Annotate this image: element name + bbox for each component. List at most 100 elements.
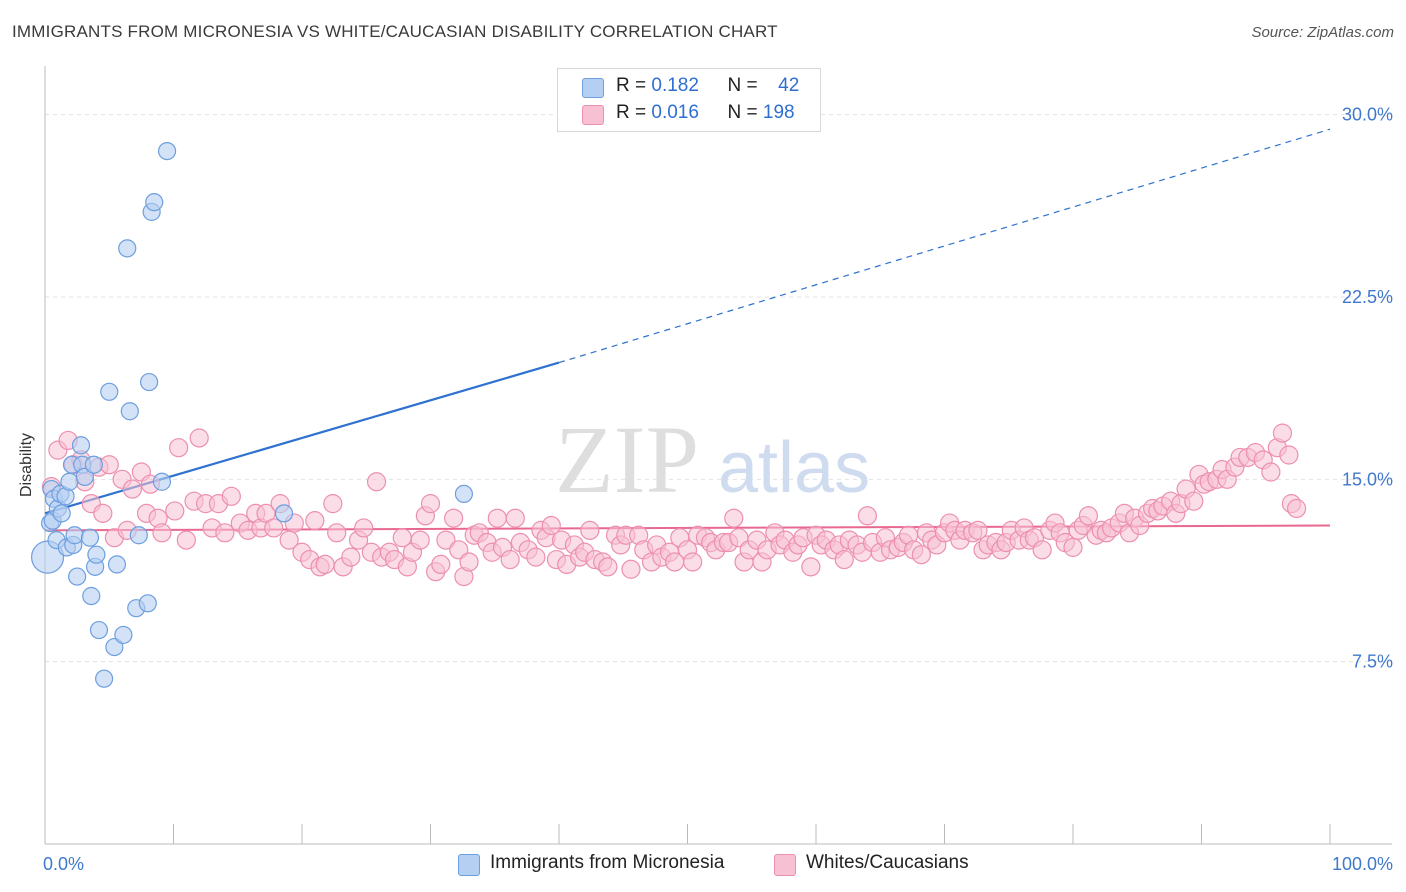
watermark-zip: ZIP	[555, 406, 699, 513]
micronesia-point	[75, 467, 94, 486]
chart-title: IMMIGRANTS FROM MICRONESIA VS WHITE/CAUC…	[12, 22, 778, 41]
y-tick-label: 7.5%	[1352, 652, 1393, 672]
axes	[44, 66, 1392, 845]
whites-point	[165, 501, 185, 521]
micronesia-point	[139, 372, 159, 392]
micronesia-point	[454, 484, 474, 503]
micronesia-point	[87, 545, 106, 564]
whites-point	[541, 515, 561, 536]
whites-point	[580, 520, 600, 540]
micronesia-point	[274, 504, 294, 523]
legend-n-value: 42	[778, 75, 800, 96]
whites-point	[621, 559, 641, 579]
series-label-whites: Whites/Caucasians	[806, 852, 969, 873]
whites-point	[152, 523, 172, 543]
micronesia-point	[95, 669, 114, 688]
whites-point	[93, 503, 113, 523]
whites-point	[526, 547, 546, 567]
series-swatch-pink	[774, 854, 796, 876]
watermark: ZIP atlas	[555, 406, 870, 513]
whites-point	[189, 428, 209, 448]
y-tick-label: 30.0%	[1342, 105, 1393, 125]
whites-point	[436, 530, 456, 550]
micronesia-point	[65, 526, 84, 545]
whites-point	[327, 523, 347, 543]
legend-swatch-blue	[582, 78, 604, 98]
whites-point	[420, 494, 441, 514]
whites-point	[1261, 462, 1281, 482]
whites-point	[487, 508, 507, 528]
whites-point	[410, 530, 430, 550]
whites-point	[99, 455, 119, 475]
whites-point	[354, 518, 374, 538]
whites-point	[1184, 491, 1204, 511]
y-tick-label: 22.5%	[1342, 287, 1393, 307]
whites-point	[598, 557, 618, 577]
micronesia-point	[60, 472, 79, 491]
whites-point	[857, 506, 878, 526]
tick-labels: 7.5% 15.0% 22.5% 30.0% 0.0% 100.0%	[43, 105, 1393, 874]
whites-point	[1032, 540, 1052, 560]
whites-point	[1078, 506, 1099, 526]
whites-point	[169, 438, 189, 458]
micronesia-point	[157, 141, 177, 161]
legend-r-value: 0.182	[651, 75, 699, 96]
watermark-atlas: atlas	[718, 428, 870, 508]
micronesia-point	[152, 472, 172, 491]
whites-point	[834, 549, 854, 570]
whites-point	[215, 523, 235, 543]
micronesia-point	[107, 555, 127, 574]
whites-point	[724, 508, 744, 528]
series-label-micronesia: Immigrants from Micronesia	[490, 852, 725, 873]
micronesia-point	[52, 504, 71, 523]
legend-n-label: N =	[727, 102, 758, 123]
whites-point	[459, 552, 479, 572]
micronesia-point	[68, 567, 87, 586]
whites-point	[315, 554, 335, 575]
whites-point	[176, 530, 196, 550]
micronesia-points	[30, 141, 474, 688]
correlation-legend: R = 0.182 N = 42 R = 0.016 N = 198	[557, 68, 821, 132]
micronesia-point	[129, 526, 148, 545]
whites-point	[122, 479, 142, 499]
whites-point	[683, 552, 703, 572]
whites-point	[505, 508, 525, 528]
trend-line-micronesia	[44, 361, 560, 515]
micronesia-point	[145, 193, 164, 212]
whites-point	[366, 472, 387, 492]
series-swatch-blue	[458, 854, 480, 876]
whites-point	[431, 554, 451, 575]
whites-point	[911, 545, 931, 565]
micronesia-point	[120, 402, 139, 421]
whites-point	[221, 486, 241, 506]
micronesia-point	[82, 586, 101, 606]
legend-r-label: R =	[616, 102, 647, 123]
legend-r-label: R =	[616, 75, 647, 96]
whites-point	[1063, 537, 1083, 557]
source-label: Source: ZipAtlas.com	[1251, 24, 1394, 41]
whites-point	[264, 518, 284, 538]
whites-point	[1279, 445, 1299, 465]
micronesia-point	[114, 625, 133, 645]
whites-point	[1286, 498, 1307, 519]
micronesia-point	[89, 620, 109, 640]
y-axis-label: Disability	[18, 432, 35, 497]
micronesia-point	[84, 455, 103, 474]
whites-point	[500, 549, 520, 570]
legend-n-value: 198	[762, 102, 795, 123]
x-tick-label: 100.0%	[1332, 854, 1393, 874]
y-tick-label: 15.0%	[1342, 469, 1393, 489]
legend-r-value: 0.016	[651, 102, 699, 123]
legend-swatch-pink	[582, 105, 604, 125]
whites-point	[341, 547, 361, 567]
whites-point	[323, 494, 343, 514]
whites-point	[801, 557, 821, 577]
trend-line-micronesia-extension	[558, 128, 1331, 364]
whites-point	[1272, 423, 1293, 443]
gridlines	[45, 114, 1392, 663]
micronesia-point	[105, 637, 124, 657]
micronesia-point	[138, 594, 157, 613]
whites-point	[968, 520, 988, 540]
whites-point	[444, 508, 464, 528]
